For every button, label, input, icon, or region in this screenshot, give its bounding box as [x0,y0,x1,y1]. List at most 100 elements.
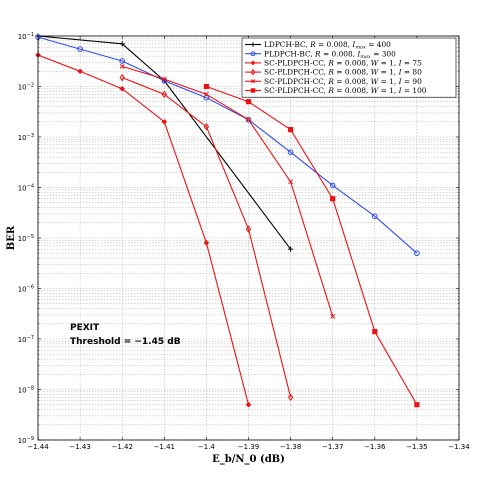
data-point [246,117,251,123]
series-5 [119,63,336,319]
marker-shape [250,51,256,57]
data-point [119,63,125,69]
marker-shape [203,122,210,131]
data-point [119,58,126,64]
series-line [37,54,250,405]
marker-shape [250,68,256,76]
marker-shape [203,94,210,101]
x-axis-label-text: E_b/N_0 (dB) [212,454,285,465]
legend-marker [250,68,256,76]
legend-marker [250,79,256,84]
marker-shape [119,73,125,82]
y-axis-label: BER [6,225,17,250]
marker-shape [287,149,294,156]
x-tick-label: −1.44 [27,443,49,451]
data-point [161,90,167,99]
marker-shape [330,196,336,202]
legend-label: LDPCH-BC, R = 0.008, Imax = 400 [264,40,391,51]
marker-stroke [246,117,251,123]
data-point [245,402,252,408]
marker-stroke [250,79,256,84]
x-tick-label: −1.43 [69,443,90,451]
data-point [119,73,125,82]
data-point [287,149,294,156]
marker-shape [119,58,126,64]
legend-label: SC-PLDPCH-CC, R = 0.008, W = 1, I = 80 [264,68,422,77]
y-tick-label: 10−3 [18,133,34,142]
x-tick-label: −1.42 [111,443,132,451]
data-point [245,99,252,105]
marker-shape [287,393,294,402]
marker-shape [414,250,420,257]
marker-shape [161,77,168,84]
legend-entry: LDPCH-BC, R = 0.008, Imax = 400 [245,40,391,51]
annotation-threshold: Threshold = −1.45 dB [70,337,181,347]
y-tick-label: 10−8 [18,386,34,395]
series-line [206,85,418,405]
y-tick-label: 10−6 [18,285,34,294]
marker-shape [372,329,378,335]
y-tick-label: 10−5 [18,234,34,243]
data-point [288,179,294,185]
legend-entry: SC-PLDPCH-CC, R = 0.008, W = 1, I = 100 [245,86,427,95]
legend-entry: SC-PLDPCH-CC, R = 0.008, W = 1, I = 90 [245,77,422,86]
marker-shape [161,90,167,99]
series-line [121,77,292,398]
data-point [287,393,294,402]
y-tick-label: 10−7 [18,335,34,344]
marker-shape [414,402,420,408]
data-point [414,250,420,257]
series-line [37,36,418,254]
x-tick-label: −1.39 [238,443,259,451]
series-line [122,65,334,317]
data-point [119,41,125,47]
threshold-annotation: PEXIT Threshold = −1.45 dB [70,323,181,347]
legend-label: SC-PLDPCH-CC, R = 0.008, W = 1, I = 90 [264,77,422,86]
data-point [245,116,252,123]
x-tick-label: −1.4 [198,443,216,451]
marker-shape [77,46,83,52]
marker-stroke [161,76,167,82]
data-point [203,240,209,246]
data-point [203,94,210,101]
legend-entry: SC-PLDPCH-CC, R = 0.008, W = 1, I = 80 [245,68,422,77]
x-tick-label: −1.41 [154,443,175,451]
x-tick-label: −1.38 [280,443,301,451]
marker-shape [371,213,378,220]
marker-stroke [330,313,336,319]
x-tick-label: −1.36 [364,443,386,451]
legend-marker [250,42,256,47]
annotation-title: PEXIT [70,323,100,333]
marker-shape [329,182,336,189]
series-2 [35,34,420,257]
data-point [330,313,336,319]
marker-shape [245,225,252,233]
legend-entry: PLDPCH-BC, R = 0.008, Imax = 300 [245,49,396,60]
data-point [161,119,167,125]
legend-label: SC-PLDPCH-CC, R = 0.008, W = 1, I = 100 [264,86,427,95]
marker-shape [245,116,252,123]
data-point [245,225,252,233]
legend-label: SC-PLDPCH-CC, R = 0.008, W = 1, I = 75 [264,59,422,68]
legend: LDPCH-BC, R = 0.008, Imax = 400PLDPCH-BC… [241,37,457,98]
data-point [203,91,209,97]
x-tick-label: −1.35 [406,443,427,451]
marker-stroke [119,63,125,69]
data-point [288,246,294,252]
data-point [288,127,294,133]
series-line [37,35,292,250]
series-4 [119,73,294,402]
data-point [414,402,420,408]
marker-stroke [203,91,209,97]
marker-shape [250,88,256,93]
data-point [203,83,209,90]
series-layer [35,33,420,408]
y-tick-label: 10−4 [18,184,34,193]
legend-marker [250,60,256,66]
data-point [372,329,378,335]
y-tick-label: 10−9 [18,436,34,445]
data-point [329,182,336,189]
legend-label: PLDPCH-BC, R = 0.008, Imax = 300 [264,49,396,60]
marker-stroke [288,179,294,185]
